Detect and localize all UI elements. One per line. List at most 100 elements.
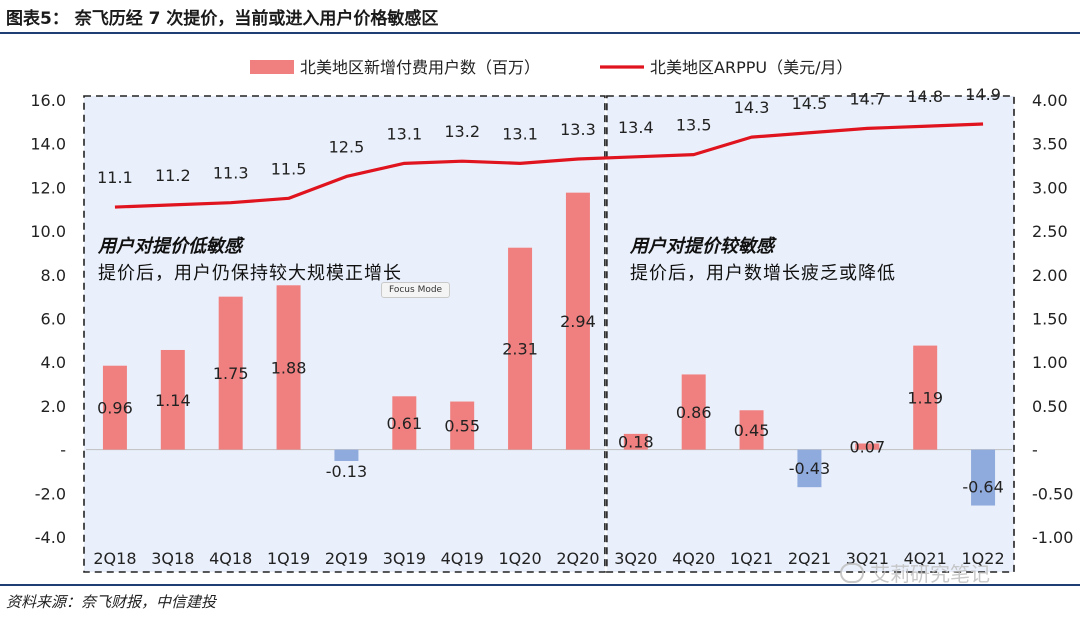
bar-data-label: 0.45 — [734, 421, 770, 440]
right-axis-tick-label: 2.00 — [1032, 266, 1068, 285]
x-axis-tick-label: 4Q20 — [672, 549, 715, 568]
chart-area: 0.96 1.14 1.75 1.88 -0.13 0.61 0.55 2.31 2.94 0.1… — [30, 58, 1073, 573]
right-axis-tick-label: 0.50 — [1032, 397, 1068, 416]
bar — [450, 401, 475, 450]
right-annotation-title: 用户对提价较敏感 — [630, 236, 774, 257]
focus-mode-tooltip: Focus Mode — [381, 282, 451, 298]
line-data-label: 14.8 — [907, 87, 943, 106]
right-axis-tick-label: 2.50 — [1032, 222, 1068, 241]
title-divider — [0, 32, 1080, 34]
footer-divider — [0, 584, 1080, 586]
x-axis-tick-label: 4Q19 — [441, 549, 484, 568]
region-box — [606, 95, 1015, 573]
x-axis-tick-label: 4Q18 — [209, 549, 252, 568]
left-axis-tick-label: 14.0 — [30, 135, 66, 154]
left-axis-tick-label: 10.0 — [30, 222, 66, 241]
x-axis: 2Q18 3Q18 4Q18 1Q19 2Q19 3Q19 4Q19 1Q20 2Q20 3Q20… — [93, 549, 1004, 568]
right-axis-tick-label: 4.00 — [1032, 91, 1068, 110]
x-axis-tick-label: 2Q18 — [93, 549, 136, 568]
line-series — [114, 122, 984, 209]
line-data-label: 13.4 — [618, 118, 654, 137]
right-axis-tick-label: -1.00 — [1032, 528, 1073, 547]
wechat-icon — [840, 563, 864, 583]
watermark: 艾莉研究笔记 — [840, 558, 990, 587]
bar — [276, 285, 301, 450]
right-axis-tick-label: 1.00 — [1032, 353, 1068, 372]
line-data-label: 11.5 — [271, 159, 307, 178]
legend-bar-label: 北美地区新增付费用户数（百万） — [300, 58, 540, 77]
right-axis-tick-label: 3.50 — [1032, 135, 1068, 154]
x-axis-tick-label: 1Q19 — [267, 549, 310, 568]
bar-data-label: -0.43 — [789, 459, 830, 478]
bar-data-label: 0.07 — [850, 438, 886, 457]
line-data-label: 11.2 — [155, 166, 191, 185]
legend-bar-swatch — [250, 60, 294, 74]
legend: 北美地区新增付费用户数（百万） 北美地区ARPPU（美元/月） — [250, 58, 852, 77]
left-axis-tick-label: 6.0 — [41, 310, 66, 329]
figure-title: 图表5： 奈飞历经 7 次提价，当前或进入用户价格敏感区 — [6, 9, 439, 29]
bar — [913, 345, 938, 450]
bar-data-label: 2.94 — [560, 312, 596, 331]
line-data-labels: 11.1 11.2 11.3 11.5 12.5 13.1 13.2 13.1 13.3 13.4… — [97, 85, 1001, 187]
left-axis-tick-label: -2.0 — [35, 484, 66, 503]
bar-data-labels: 0.96 1.14 1.75 1.88 -0.13 0.61 0.55 2.31 2.94 0.1… — [97, 312, 1004, 496]
line-data-label: 13.1 — [387, 124, 423, 143]
line-data-label: 11.1 — [97, 168, 133, 187]
left-axis-tick-label: 8.0 — [41, 266, 66, 285]
line-data-label: 14.5 — [792, 94, 828, 113]
x-axis-tick-label: 2Q20 — [556, 549, 599, 568]
left-axis-tick-label: 2.0 — [41, 397, 66, 416]
left-axis: -4.0-2.0-2.04.06.08.010.012.014.016.0 — [30, 91, 66, 547]
line-data-label: 13.2 — [444, 122, 480, 141]
bar — [218, 296, 243, 450]
bar-data-label: 0.18 — [618, 433, 654, 452]
bar — [392, 396, 417, 450]
line-data-label: 14.9 — [965, 85, 1001, 104]
bar-data-label: 1.75 — [213, 364, 249, 383]
x-axis-tick-label: 2Q19 — [325, 549, 368, 568]
bar-data-label: 1.88 — [271, 358, 307, 377]
left-axis-tick-label: 12.0 — [30, 178, 66, 197]
bar — [797, 449, 822, 488]
bar-data-label: 0.61 — [387, 414, 423, 433]
line-data-label: 11.3 — [213, 164, 249, 183]
bar — [623, 433, 648, 450]
x-axis-tick-label: 3Q20 — [614, 549, 657, 568]
left-axis-tick-label: 16.0 — [30, 91, 66, 110]
bar — [334, 449, 359, 461]
bar — [739, 410, 764, 450]
x-axis-tick-label: 1Q21 — [730, 549, 773, 568]
bar — [971, 449, 996, 506]
right-axis-tick-label: - — [1032, 441, 1038, 460]
watermark-text: 艾莉研究笔记 — [870, 562, 990, 586]
line-data-label: 13.3 — [560, 120, 596, 139]
bar — [565, 192, 590, 450]
line-data-label: 12.5 — [329, 137, 365, 156]
line-data-label: 14.7 — [850, 89, 886, 108]
left-axis-tick-label: - — [60, 441, 66, 460]
bar-data-label: -0.64 — [962, 478, 1003, 497]
left-annotation-text: 提价后，用户仍保持较大规模正增长 — [98, 263, 402, 284]
bar-data-label: 0.96 — [97, 399, 133, 418]
x-axis-tick-label: 4Q21 — [904, 549, 947, 568]
x-axis-tick-label: 1Q22 — [961, 549, 1004, 568]
arppu-line — [114, 122, 984, 209]
bar — [681, 374, 706, 450]
left-axis-tick-label: -4.0 — [35, 528, 66, 547]
bar — [160, 349, 185, 450]
left-annotation-title: 用户对提价低敏感 — [98, 236, 242, 257]
right-axis-tick-label: 1.50 — [1032, 310, 1068, 329]
right-annotation-text: 提价后，用户数增长疲乏或降低 — [630, 263, 896, 284]
right-axis: -1.00-0.50-0.501.001.502.002.503.003.504… — [1032, 91, 1073, 547]
bar-series — [102, 192, 996, 506]
bar-data-label: 1.14 — [155, 391, 191, 410]
x-axis-tick-label: 2Q21 — [788, 549, 831, 568]
right-axis-tick-label: 3.00 — [1032, 178, 1068, 197]
right-axis-tick-label: -0.50 — [1032, 484, 1073, 503]
line-data-label: 14.3 — [734, 98, 770, 117]
bar-data-label: 2.31 — [502, 340, 538, 359]
bar — [855, 443, 880, 450]
bar-data-label: 0.55 — [444, 417, 480, 436]
x-axis-tick-label: 3Q19 — [383, 549, 426, 568]
source-note: 资料来源：奈飞财报，中信建投 — [6, 593, 217, 611]
